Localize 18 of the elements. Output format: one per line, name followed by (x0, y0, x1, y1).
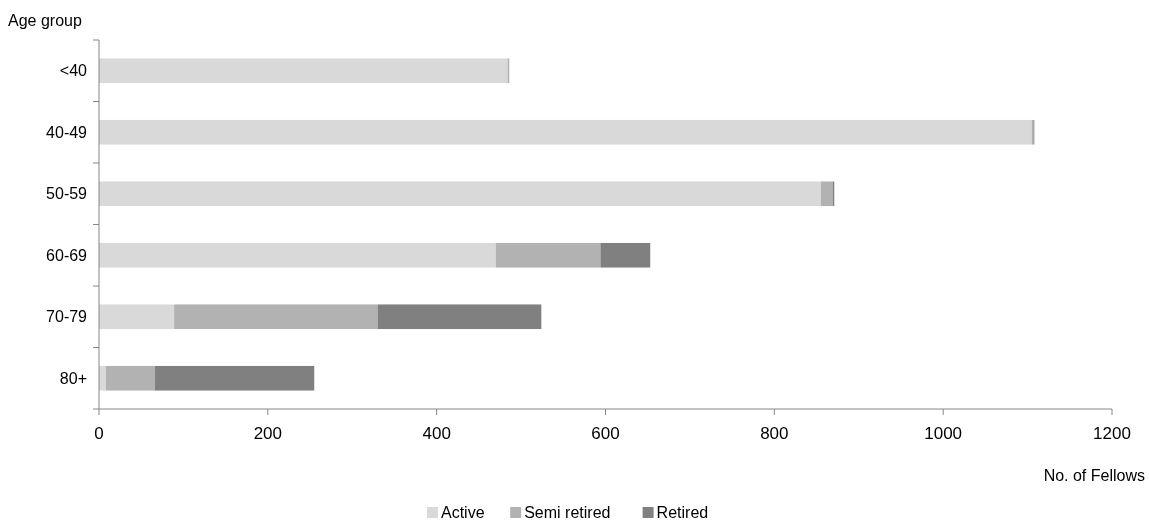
x-tick-label: 1200 (1093, 424, 1131, 443)
y-tick-label: <40 (59, 62, 88, 80)
legend-label: Active (441, 504, 485, 521)
x-tick-label: 400 (422, 424, 451, 443)
y-tick-label: 60-69 (46, 246, 88, 264)
x-tick-label: 1000 (924, 424, 963, 443)
y-tick-label: 80+ (59, 369, 87, 387)
x-tick-label: 200 (253, 424, 283, 443)
legend-label: Retired (656, 504, 709, 521)
x-tick-label: 800 (760, 424, 789, 443)
x-tick-label: 600 (591, 424, 620, 443)
y-tick-label: 70-79 (46, 308, 88, 326)
y-tick-label: 50-59 (46, 185, 88, 203)
x-axis-title: No. of Fellows (1043, 467, 1145, 484)
x-tick-label: 0 (94, 424, 104, 443)
y-axis-title: Age group (8, 12, 82, 29)
y-tick-label: 40-49 (46, 123, 88, 141)
legend-label: Semi retired (524, 504, 611, 521)
